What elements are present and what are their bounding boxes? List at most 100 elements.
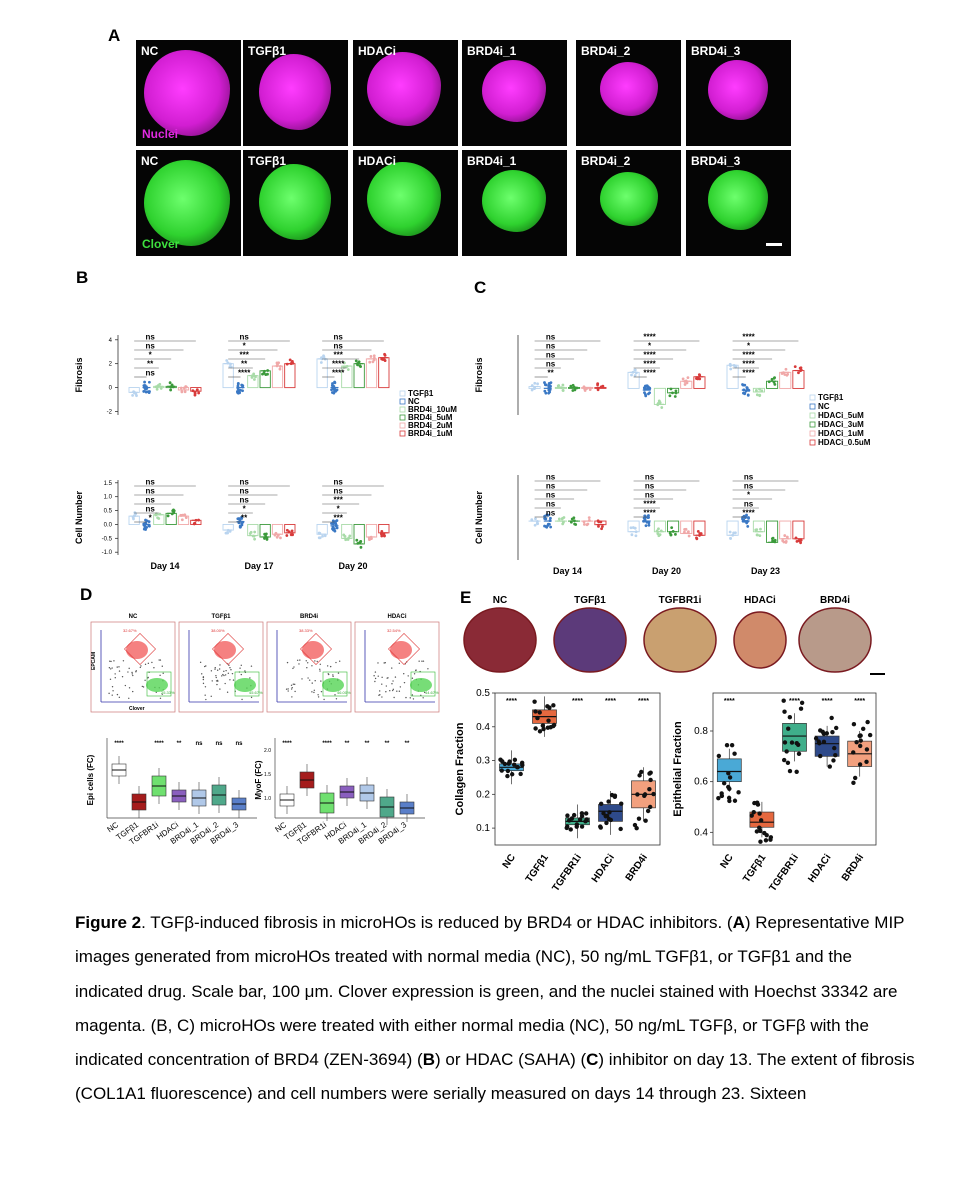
- flow-event: [240, 664, 242, 666]
- flow-event: [398, 662, 401, 665]
- data-point: [743, 383, 747, 387]
- sig-label: ns: [333, 478, 343, 487]
- data-point: [573, 522, 577, 526]
- flow-event: [210, 695, 212, 697]
- data-point: [782, 740, 788, 745]
- bar-outline: [378, 523, 390, 534]
- flow-event: [381, 683, 383, 685]
- data-point: [532, 699, 537, 704]
- data-point: [533, 523, 537, 527]
- data-point: [633, 374, 637, 377]
- data-point: [551, 703, 556, 708]
- data-point: [751, 810, 756, 815]
- data-point: [569, 384, 573, 388]
- flow-event: [293, 666, 295, 668]
- sig-label: ****: [742, 509, 755, 518]
- flow-event: [394, 676, 397, 678]
- flow-event: [319, 663, 322, 665]
- data-point: [782, 709, 787, 714]
- flow-event: [159, 697, 162, 699]
- data-point: [741, 383, 744, 386]
- data-point: [358, 541, 362, 544]
- x-tick-label: NC: [501, 852, 518, 870]
- data-point: [236, 384, 240, 388]
- flow-y-label: EPCAM: [91, 652, 97, 670]
- flow-plot-frame: [178, 621, 264, 713]
- flow-event: [381, 676, 383, 679]
- legend-swatch: [809, 403, 816, 410]
- bar-outline: [284, 363, 296, 389]
- data-point: [252, 372, 256, 376]
- data-point: [372, 354, 376, 358]
- sig-label: ns: [239, 333, 249, 342]
- data-point: [783, 534, 787, 537]
- x-tick-label: HDACi: [806, 852, 833, 884]
- data-point: [342, 361, 346, 365]
- flow-event: [287, 688, 289, 690]
- sig-label: ns: [215, 741, 223, 747]
- flow-event: [306, 667, 308, 669]
- flow-event: [131, 671, 133, 674]
- data-point: [505, 773, 510, 779]
- flow-event: [334, 694, 336, 696]
- flow-event: [214, 666, 216, 669]
- data-point: [546, 718, 551, 723]
- organoid-blob: [367, 162, 441, 236]
- plot-frame: [712, 692, 877, 846]
- data-point: [505, 768, 511, 774]
- data-point: [533, 726, 538, 731]
- data-point: [565, 813, 570, 818]
- sig-label: *: [747, 491, 751, 500]
- y-axis-label: Fibrosis: [474, 357, 484, 392]
- gate-green-pct: 25.33%: [161, 690, 175, 695]
- flow-title: BRD4i: [300, 614, 318, 620]
- data-point: [547, 391, 551, 395]
- sig-label: ns: [333, 342, 343, 351]
- flow-event: [307, 677, 309, 679]
- data-point: [827, 764, 833, 769]
- data-point: [645, 808, 651, 814]
- sig-label: *: [747, 342, 751, 351]
- data-point: [509, 772, 515, 777]
- data-point: [784, 749, 789, 754]
- tile-title: BRD4i_1: [467, 154, 517, 168]
- data-point: [764, 832, 769, 838]
- flow-event: [374, 680, 376, 683]
- flow-event: [219, 688, 221, 690]
- flow-event: [396, 690, 398, 692]
- data-point: [787, 715, 793, 720]
- data-point: [288, 358, 292, 362]
- gate-green-pct: 46.00%: [337, 690, 351, 695]
- data-point: [565, 824, 570, 829]
- y-tick-label: 0.4: [694, 827, 708, 838]
- flow-event: [319, 668, 321, 671]
- sig-label: ****: [643, 509, 656, 518]
- sig-label: ns: [145, 478, 155, 487]
- data-point: [579, 813, 585, 819]
- microscopy-tile-nuclei-2: TGFβ1: [243, 40, 348, 146]
- data-point: [834, 725, 839, 731]
- sig-label: *: [243, 342, 247, 351]
- sig-label: ****: [643, 333, 656, 342]
- data-point: [746, 393, 750, 397]
- legend-swatch: [399, 398, 406, 405]
- data-point: [851, 750, 856, 755]
- data-point: [773, 383, 777, 386]
- sig-label: ns: [145, 333, 155, 342]
- microscopy-tile-clover-5: BRD4i_2: [576, 150, 681, 256]
- flow-event: [161, 693, 164, 695]
- flow-event: [158, 659, 160, 661]
- legend-entry: BRD4i_5uM: [408, 413, 453, 422]
- data-point: [724, 742, 730, 748]
- data-point: [195, 388, 199, 392]
- data-point: [852, 775, 858, 781]
- data-point: [770, 537, 774, 541]
- y-tick-label: 1.5: [104, 481, 113, 487]
- flow-event: [118, 696, 121, 699]
- channel-label: Nuclei: [142, 127, 179, 141]
- data-point: [647, 514, 650, 517]
- data-point: [603, 814, 608, 819]
- data-point: [637, 773, 642, 778]
- data-point: [536, 382, 539, 386]
- flow-event: [215, 675, 217, 677]
